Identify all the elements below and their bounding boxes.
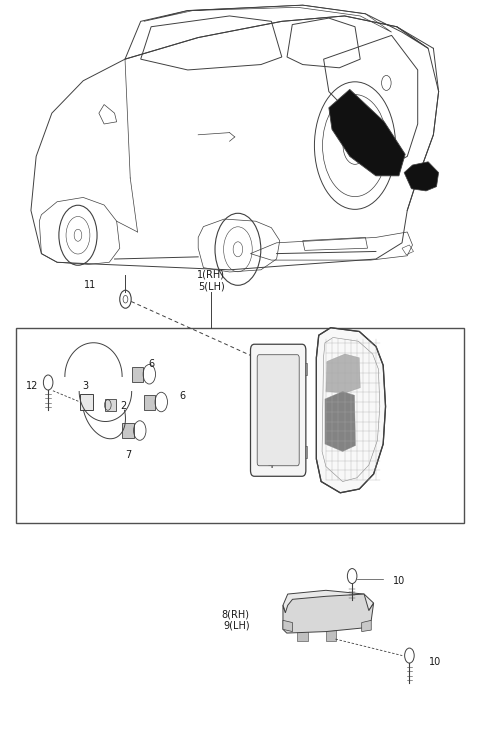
Text: 11: 11 [84, 280, 96, 290]
Circle shape [351, 139, 359, 151]
Text: 7: 7 [125, 450, 131, 459]
Bar [301, 446, 307, 458]
Bar [132, 367, 143, 382]
Polygon shape [283, 620, 292, 632]
Bar [301, 363, 307, 375]
Bar [106, 399, 116, 411]
Polygon shape [362, 620, 371, 632]
Text: 3: 3 [82, 381, 88, 392]
Text: 2: 2 [120, 401, 126, 410]
Polygon shape [283, 594, 373, 633]
Text: 10: 10 [429, 657, 441, 666]
Polygon shape [404, 162, 439, 191]
Text: 6: 6 [149, 359, 155, 370]
Text: 10: 10 [393, 575, 405, 586]
Polygon shape [316, 328, 385, 492]
Bar [122, 423, 133, 438]
Polygon shape [325, 392, 356, 452]
Polygon shape [329, 90, 405, 176]
Text: 12: 12 [26, 381, 38, 392]
FancyBboxPatch shape [257, 355, 299, 466]
Text: 6: 6 [180, 391, 186, 401]
Bar [16, 328, 464, 523]
Bar [144, 395, 155, 410]
Bar [250, 363, 255, 375]
Bar [80, 394, 94, 410]
Polygon shape [283, 590, 373, 614]
Text: 4: 4 [268, 460, 274, 470]
Bar [250, 446, 255, 458]
Text: 9(LH): 9(LH) [223, 620, 250, 630]
Text: 5(LH): 5(LH) [198, 282, 225, 291]
Text: 8(RH): 8(RH) [222, 609, 250, 619]
FancyBboxPatch shape [251, 344, 306, 477]
Text: 1(RH): 1(RH) [197, 270, 226, 279]
Bar [297, 630, 308, 641]
Bar [326, 630, 336, 641]
Polygon shape [326, 354, 360, 393]
